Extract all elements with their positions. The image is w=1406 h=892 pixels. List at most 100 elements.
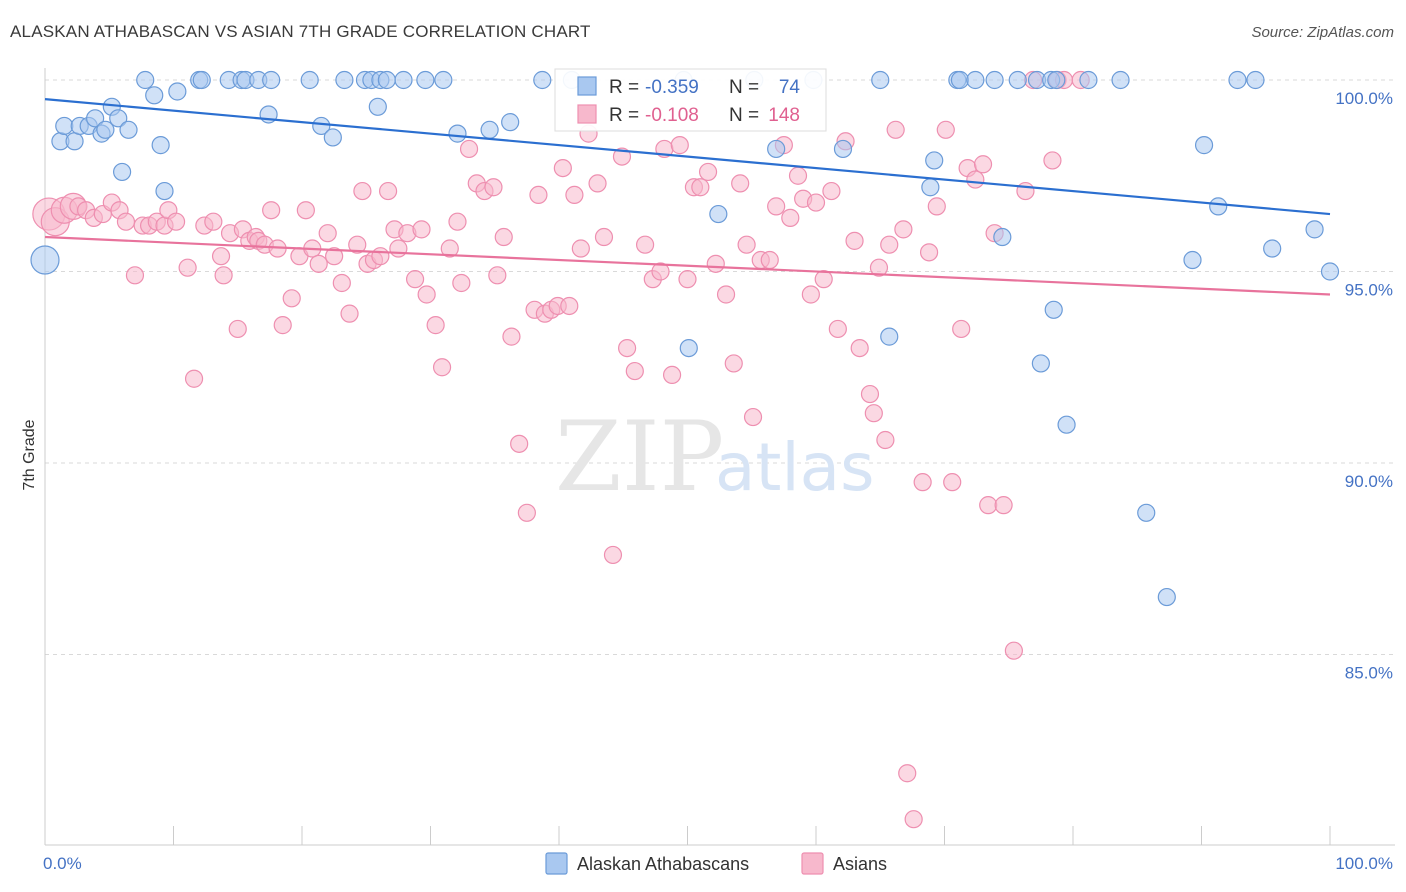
stats-n-value: 148 bbox=[768, 105, 800, 126]
asian-point bbox=[625, 361, 644, 381]
athabascan-point bbox=[833, 139, 853, 159]
asian-point bbox=[517, 503, 536, 522]
asian-point bbox=[966, 170, 985, 189]
athabascan-point bbox=[1031, 354, 1050, 373]
asian-trend-line bbox=[44, 235, 1331, 296]
athabascan-point bbox=[1008, 70, 1027, 90]
athabascan-point bbox=[65, 132, 84, 151]
asian-point bbox=[273, 316, 292, 335]
asian-point bbox=[494, 227, 513, 247]
athabascan-point bbox=[192, 70, 211, 90]
asian-point bbox=[936, 120, 955, 139]
asian-point bbox=[529, 185, 548, 204]
asian-point bbox=[979, 496, 998, 515]
asian-point bbox=[845, 231, 864, 250]
x-tick-label-max: 100.0% bbox=[1335, 854, 1393, 873]
asian-point bbox=[670, 136, 689, 155]
athabascan-point bbox=[1194, 136, 1214, 155]
athabascan-trend-line bbox=[44, 98, 1331, 216]
asian-point bbox=[340, 304, 359, 323]
asian-point bbox=[603, 545, 623, 565]
asian-point bbox=[814, 270, 833, 289]
y-tick-label: 95.0% bbox=[1345, 281, 1393, 300]
asian-point bbox=[178, 258, 197, 277]
athabascan-point bbox=[966, 70, 985, 90]
athabascan-point bbox=[168, 82, 187, 101]
watermark-atlas: atlas bbox=[715, 429, 875, 506]
asian-point bbox=[412, 220, 431, 239]
athabascan-point bbox=[96, 120, 115, 139]
asian-point bbox=[560, 296, 579, 316]
asian-point bbox=[612, 147, 632, 166]
asian-point bbox=[860, 384, 880, 404]
athabascan-point bbox=[434, 70, 453, 90]
asian-point bbox=[898, 764, 917, 783]
athabascan-point bbox=[262, 70, 281, 90]
asian-point bbox=[332, 273, 351, 293]
asian-point bbox=[459, 139, 479, 159]
asian-point bbox=[678, 270, 697, 289]
asian-point bbox=[952, 319, 971, 339]
watermark-zip: ZIP bbox=[555, 401, 724, 513]
athabascan-point bbox=[871, 70, 890, 90]
asian-point bbox=[760, 250, 779, 270]
y-tick-label: 100.0% bbox=[1335, 89, 1393, 108]
asian-point bbox=[594, 227, 614, 247]
athabascan-point bbox=[480, 120, 499, 139]
athabascan-point bbox=[1263, 239, 1282, 258]
asian-point bbox=[389, 239, 408, 258]
asian-point bbox=[211, 247, 231, 266]
asian-point bbox=[737, 235, 756, 254]
trend-layer bbox=[44, 98, 1331, 296]
athabascan-point bbox=[880, 327, 899, 346]
asian-point bbox=[662, 365, 682, 385]
athabascan-point bbox=[993, 227, 1012, 247]
stats-box: R = -0.359 N = 74 R = -0.108 N = 148 bbox=[554, 68, 827, 132]
asian-point bbox=[116, 212, 136, 231]
asian-point bbox=[488, 266, 507, 285]
athabascan-point bbox=[335, 70, 354, 90]
asian-point bbox=[850, 339, 869, 358]
asian-point bbox=[426, 316, 445, 335]
athabascan-point bbox=[1079, 70, 1098, 90]
source-credit: Source: ZipAtlas.com bbox=[1251, 24, 1394, 41]
stats-n-label: N = bbox=[729, 77, 759, 98]
stats-r-label: R = bbox=[609, 77, 639, 98]
athabascan-point bbox=[416, 70, 435, 90]
asian-point bbox=[378, 181, 398, 201]
athabascan-point bbox=[1044, 300, 1063, 319]
asian-point bbox=[325, 247, 344, 266]
asian-point bbox=[510, 434, 529, 453]
asian-point bbox=[296, 201, 315, 220]
asian-point bbox=[204, 212, 223, 231]
athabascan-point bbox=[30, 245, 60, 275]
watermark: ZIP atlas bbox=[555, 401, 875, 513]
grid-layer: 100.0% 95.0% 90.0% 85.0% bbox=[45, 79, 1395, 683]
asian-point bbox=[571, 239, 590, 258]
athabascan-point bbox=[55, 116, 74, 136]
asian-point bbox=[913, 473, 932, 492]
asian-point bbox=[894, 220, 913, 239]
athabascan-point bbox=[394, 70, 413, 90]
athabascan-point bbox=[709, 204, 728, 224]
legend-label-asians: Asians bbox=[833, 854, 887, 874]
athabascan-point bbox=[1183, 250, 1202, 270]
asian-point bbox=[228, 319, 247, 339]
athabascan-point bbox=[1047, 70, 1066, 90]
athabascan-point bbox=[155, 181, 174, 201]
y-tick-label: 90.0% bbox=[1345, 472, 1393, 491]
asian-point bbox=[502, 327, 521, 346]
points-layer bbox=[30, 70, 1340, 829]
asian-point bbox=[876, 430, 895, 450]
asian-point bbox=[262, 201, 281, 220]
asian-point bbox=[635, 235, 655, 254]
asian-point bbox=[440, 239, 459, 258]
athabascan-point bbox=[368, 97, 387, 116]
athabascan-point bbox=[1228, 70, 1247, 90]
asian-point bbox=[767, 197, 786, 216]
asian-point bbox=[869, 258, 889, 277]
athabascan-point bbox=[1209, 197, 1228, 216]
chart-title: ALASKAN ATHABASCAN VS ASIAN 7TH GRADE CO… bbox=[10, 22, 591, 41]
legend: Alaskan Athabascans Asians bbox=[545, 852, 887, 875]
asian-point bbox=[1043, 151, 1062, 170]
